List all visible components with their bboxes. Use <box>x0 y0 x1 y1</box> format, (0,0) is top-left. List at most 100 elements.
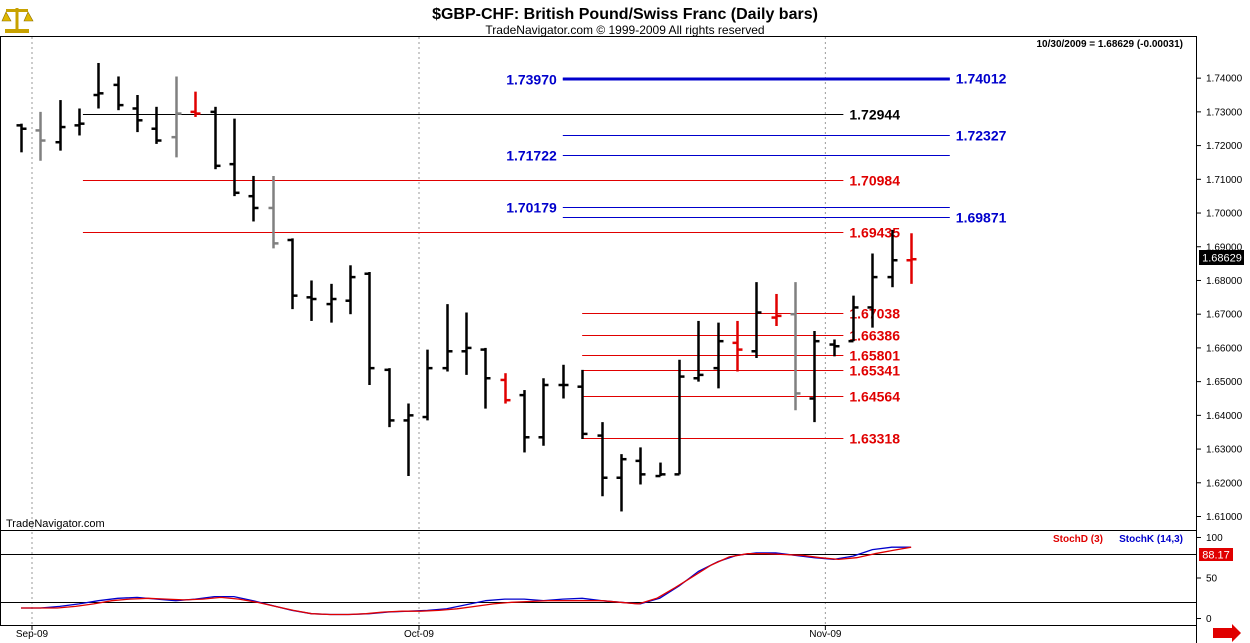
stoch-tick-label: 100 <box>1206 533 1223 544</box>
ohlc-bar <box>655 462 666 478</box>
ohlc-bar <box>674 359 685 476</box>
ohlc-bar <box>771 293 782 326</box>
ohlc-bars <box>16 62 917 512</box>
current-price-label: 1.68629 <box>1202 253 1242 265</box>
level-label: 1.63318 <box>849 431 900 447</box>
level-label: 1.70984 <box>849 173 900 189</box>
level-label: 1.65801 <box>849 348 900 364</box>
stochastic-panel-frame <box>0 530 1197 626</box>
stoch-tick-label: 0 <box>1206 614 1212 625</box>
level-label: 1.72327 <box>956 128 1007 144</box>
price-tick-label: 1.63000 <box>1206 445 1243 456</box>
ohlc-bar <box>345 265 356 315</box>
ohlc-bar <box>364 272 375 386</box>
ohlc-bar <box>887 229 898 288</box>
ohlc-bar <box>809 331 820 423</box>
level-label: 1.67038 <box>849 306 900 322</box>
price-tick-label: 1.66000 <box>1206 343 1243 354</box>
price-tick-label: 1.73000 <box>1206 107 1243 118</box>
stochd-legend-label: StochD (3) <box>1053 534 1103 545</box>
price-tick-label: 1.62000 <box>1206 478 1243 489</box>
ohlc-bar <box>287 238 298 310</box>
ohlc-bar <box>16 123 27 153</box>
price-panel-frame <box>0 36 1197 531</box>
ohlc-bar <box>480 347 491 409</box>
price-axis: 1.74000 1.73000 1.72000 1.71000 1.70000 1.690… <box>1196 74 1243 523</box>
stochastic-panel: 100 50 0 <box>0 533 1223 625</box>
ohlc-bar <box>248 175 259 222</box>
level-label: 1.72944 <box>849 107 900 123</box>
time-axis: Sep-09 Oct-09 Nov-09 <box>16 625 842 640</box>
level-label: 1.73970 <box>506 72 557 88</box>
ohlc-bar <box>229 118 240 197</box>
ohlc-bar <box>635 447 646 485</box>
stoch-current-marker: 88.17 <box>1199 548 1233 562</box>
last-bar-info: 10/30/2009 = 1.68629 (-0.00031) <box>1036 39 1183 50</box>
ohlc-bar <box>867 253 878 328</box>
level-label: 1.71722 <box>506 148 557 164</box>
ohlc-bar <box>422 349 433 421</box>
ohlc-bar <box>74 108 85 136</box>
level-label: 1.65341 <box>849 363 900 379</box>
price-tick-label: 1.64000 <box>1206 411 1243 422</box>
ohlc-bar <box>306 280 317 321</box>
level-label: 1.66386 <box>849 328 900 344</box>
ohlc-bar <box>500 373 511 404</box>
price-tick-label: 1.61000 <box>1206 512 1243 523</box>
month-gridlines <box>31 37 826 625</box>
stoch-legend: StochD (3) StochK (14,3) <box>1053 534 1183 545</box>
chart-title: $GBP-CHF: British Pound/Swiss Franc (Dai… <box>432 6 818 23</box>
ohlc-bar <box>113 76 124 111</box>
watermark: TradeNavigator.com <box>6 518 105 530</box>
price-tick-label: 1.65000 <box>1206 377 1243 388</box>
ohlc-bar <box>190 91 201 117</box>
ohlc-bar <box>693 320 704 382</box>
ohlc-bar <box>210 106 221 170</box>
chart-subtitle: TradeNavigator.com © 1999-2009 All right… <box>485 23 764 37</box>
time-tick-label: Sep-09 <box>16 629 49 640</box>
level-label: 1.69871 <box>956 210 1007 226</box>
ohlc-bar <box>732 320 743 372</box>
scroll-right-arrow-icon[interactable] <box>1213 624 1241 642</box>
price-tick-label: 1.68000 <box>1206 276 1243 287</box>
stoch-tick-label: 50 <box>1206 574 1218 585</box>
time-tick-label: Nov-09 <box>809 629 842 640</box>
ohlc-bar <box>538 378 549 446</box>
ohlc-bar <box>132 95 143 133</box>
price-tick-label: 1.69000 <box>1206 242 1243 253</box>
fibonacci-levels: 1.74012 1.73970 1.72944 1.72327 1.71722 1.709… <box>82 71 1007 447</box>
level-label: 1.70179 <box>506 200 557 216</box>
gold-scale-logo <box>1 8 34 33</box>
ohlc-bar <box>55 100 66 151</box>
ohlc-bar <box>151 106 162 144</box>
price-tick-label: 1.74000 <box>1206 74 1243 85</box>
ohlc-bar <box>751 282 762 359</box>
ohlc-bar <box>326 283 337 323</box>
ohlc-bar <box>829 339 840 357</box>
current-price-marker: 1.68629 <box>1199 250 1244 265</box>
ohlc-bar <box>268 175 279 249</box>
ohlc-bar <box>93 62 104 109</box>
ohlc-bar <box>558 364 569 399</box>
ohlc-bar <box>597 422 608 497</box>
ohlc-bar <box>442 304 453 372</box>
ohlc-bar <box>403 403 414 477</box>
ohlc-bar <box>577 369 588 439</box>
stochk-legend-label: StochK (14,3) <box>1119 534 1183 545</box>
ohlc-bar <box>384 368 395 428</box>
ohlc-bar <box>171 76 182 158</box>
time-tick-label: Oct-09 <box>404 629 434 640</box>
ohlc-bar <box>790 282 801 411</box>
ohlc-bar <box>848 295 859 343</box>
level-label: 1.69435 <box>849 225 900 241</box>
stochk-line <box>21 546 912 616</box>
level-label: 1.74012 <box>956 71 1007 87</box>
price-tick-label: 1.70000 <box>1206 209 1243 220</box>
price-tick-label: 1.72000 <box>1206 141 1243 152</box>
stochd-line <box>21 546 912 616</box>
price-tick-label: 1.71000 <box>1206 175 1243 186</box>
price-tick-label: 1.67000 <box>1206 310 1243 321</box>
ohlc-bar <box>461 312 472 375</box>
ohlc-bar <box>519 390 530 453</box>
